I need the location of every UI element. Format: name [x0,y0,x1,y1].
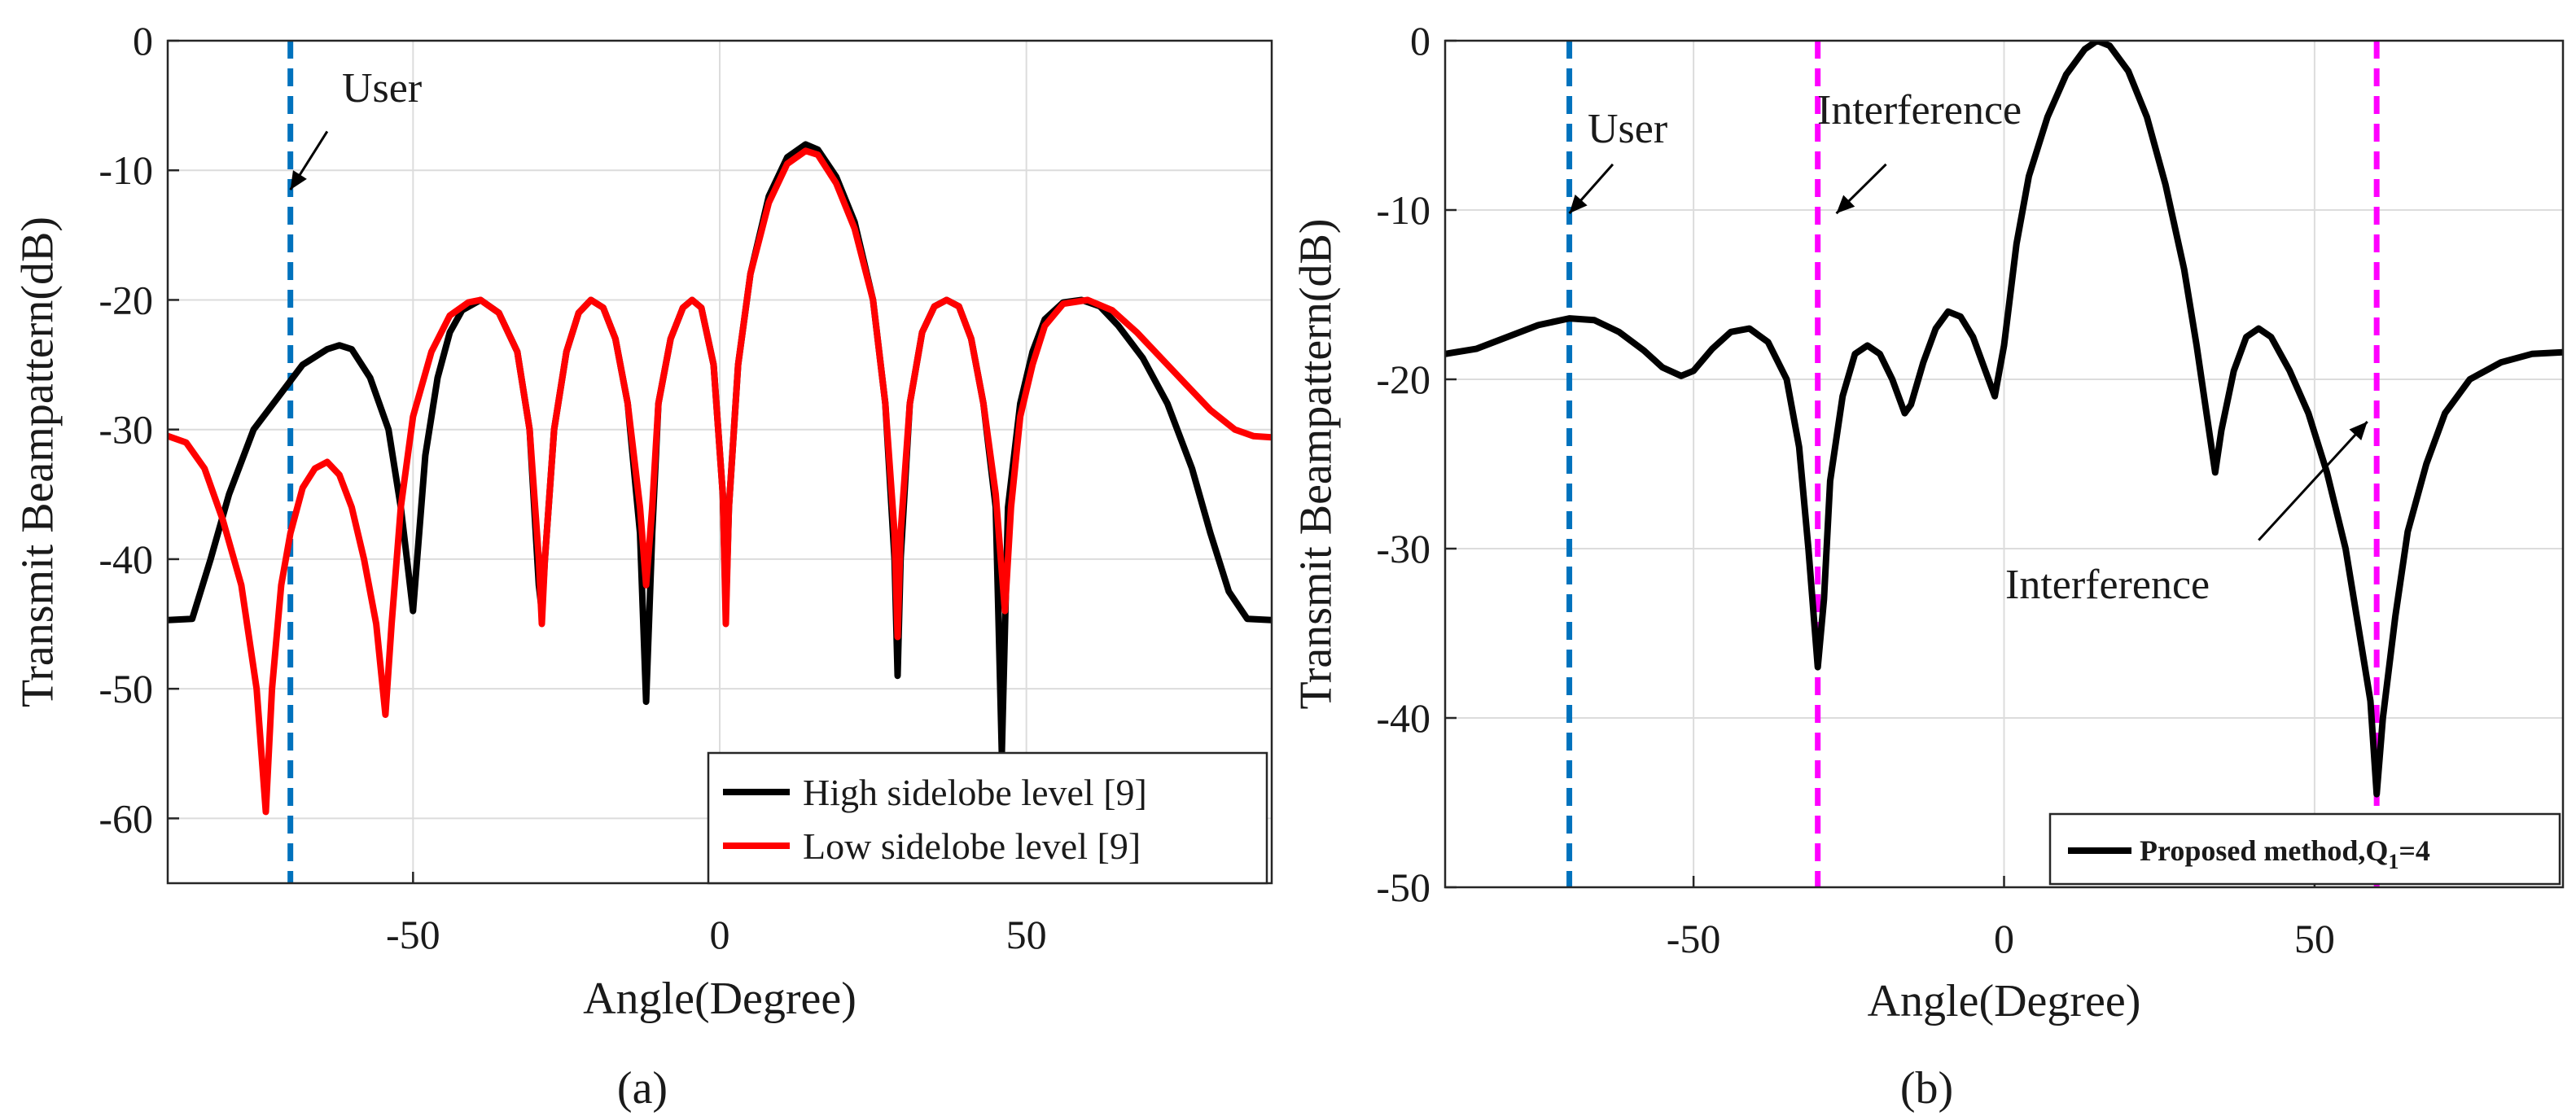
y-tick-label: -20 [99,277,153,322]
x-tick-label: 0 [710,912,730,957]
annotation-label: Interference [2005,562,2210,608]
annotation-label: User [342,65,422,112]
annotation-arrow-head [1569,195,1588,214]
y-axis-label: Transmit Beampattern(dB) [13,217,64,707]
annotation-arrow-head [2349,422,2368,440]
x-tick-label: -50 [386,912,440,957]
annotation-label: User [1588,106,1667,152]
x-axis-label: Angle(Degree) [1868,976,2141,1026]
y-tick-label: 0 [1410,18,1430,63]
y-tick-label: -30 [1376,526,1430,571]
annotation-arrow-head [1836,195,1855,214]
y-axis-label: Transmit Beampattern(dB) [1291,219,1342,710]
x-tick-label: -50 [1667,916,1721,961]
legend-entry-suffix: =4 [2399,834,2430,867]
legend-entry-label: Proposed method,Q1=4 [2140,834,2430,873]
y-tick-label: -20 [1376,357,1430,402]
legend-entry-label: Low sidelobe level [9] [803,825,1141,867]
annotation-arrow-shaft [2258,420,2368,541]
legend-box [2048,812,2561,886]
y-tick-label: -10 [1376,187,1430,233]
x-axis-label: Angle(Degree) [583,974,856,1024]
panel-caption: (a) [617,1063,668,1114]
y-tick-label: -30 [99,407,153,453]
legend-entry-name: Proposed method,Q [2140,834,2388,867]
panel-b: -50 0 50 0 -10 -20 -30 -40 -50 Angle(Degree) Trans… [1291,18,2565,1114]
y-tick-label: -60 [99,795,153,841]
y-tick-label: -50 [1376,864,1430,910]
panel-caption: (b) [1900,1063,1953,1114]
legend-entry-label: High sidelobe level [9] [803,772,1147,813]
x-tick-label: 0 [1994,916,2014,961]
x-tick-label: 50 [2294,916,2335,961]
y-tick-label: -40 [1376,695,1430,741]
annotation-arrow-head [290,170,307,190]
y-tick-label: -40 [99,536,153,582]
legend-box [707,751,1268,885]
y-tick-label: -10 [99,147,153,193]
annotation-label: Interference [1817,87,2022,133]
series-line-1 [168,147,1272,816]
x-tick-label: 50 [1006,912,1047,957]
legend-entry-subscript: 1 [2388,850,2399,873]
series-line-0 [1445,41,2563,798]
panel-a: -50 0 50 0 -10 -20 -30 -40 -50 -60 Angle(Degree) Tr… [13,18,1273,1114]
y-tick-label: -50 [99,666,153,711]
y-tick-label: 0 [133,18,153,63]
